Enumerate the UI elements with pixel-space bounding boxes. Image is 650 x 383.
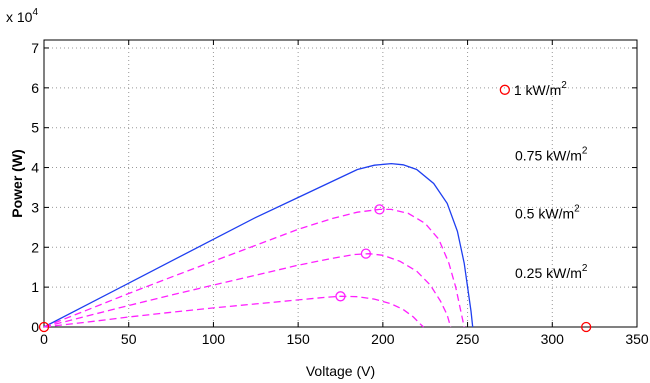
y-tick-label: 7 (31, 40, 39, 56)
irradiance-label-2: 0.75 kW/m2 (515, 146, 588, 164)
irradiance-label-3: 0.5 kW/m2 (515, 203, 580, 221)
axis-ticks: 0 50 100 150 200 250 300 350 0 1 2 3 4 5 6 7 (31, 40, 649, 347)
x-tick-label: 300 (541, 331, 565, 347)
irradiance-label-sup: 2 (561, 80, 567, 91)
origin-marker-2 (581, 321, 592, 333)
mpp-marker-4 (335, 291, 346, 302)
irradiance-label-text: 0.75 kW/m (515, 148, 582, 164)
series-line-4 (43, 295, 424, 328)
series-group (43, 162, 474, 328)
x-tick-label: 150 (286, 331, 310, 347)
y-tick-label: 5 (31, 120, 39, 136)
y-tick-label: 6 (31, 80, 39, 96)
annotations-group: 1 kW/m20.75 kW/m20.5 kW/m20.25 kW/m2 (499, 80, 588, 281)
y-tick-label: 1 (31, 279, 39, 295)
x-tick-label: 350 (625, 331, 649, 347)
plot-frame (43, 39, 638, 328)
legend-marker (499, 84, 510, 95)
irradiance-label-text: 1 kW/m (514, 82, 561, 98)
x-tick-label: 250 (456, 331, 480, 347)
origin-marker-1 (38, 321, 50, 333)
y-tick-label: 4 (31, 160, 39, 176)
x-axis-label: Voltage (V) (306, 363, 375, 379)
y-tick-label: 2 (31, 239, 39, 255)
y-axis-label: Power (W) (9, 149, 25, 217)
y-tick-label: 0 (31, 319, 39, 335)
series-line-2 (43, 208, 465, 328)
irradiance-label-text: 0.5 kW/m (515, 205, 574, 221)
series-line-1 (43, 162, 474, 328)
grid-lines (44, 40, 637, 327)
x-tick-label: 50 (121, 331, 137, 347)
x-tick-label: 200 (371, 331, 395, 347)
mpp-marker-2 (374, 204, 385, 215)
x-tick-label: 100 (202, 331, 226, 347)
y-multiplier-exponent: 4 (32, 7, 38, 18)
y-axis-multiplier: x 104 (6, 7, 38, 25)
irradiance-label-sup: 2 (582, 146, 588, 157)
markers-group (38, 204, 592, 333)
y-tick-label: 3 (31, 199, 39, 215)
irradiance-label-1: 1 kW/m2 (514, 80, 567, 98)
series-line-3 (43, 253, 452, 328)
irradiance-label-sup: 2 (574, 203, 580, 214)
mpp-marker-3 (360, 248, 372, 259)
x-tick-label: 0 (40, 331, 48, 347)
y-multiplier-base: x 10 (6, 9, 33, 25)
irradiance-label-4: 0.25 kW/m2 (515, 263, 588, 281)
irradiance-label-sup: 2 (582, 263, 588, 274)
irradiance-label-text: 0.25 kW/m (515, 265, 582, 281)
